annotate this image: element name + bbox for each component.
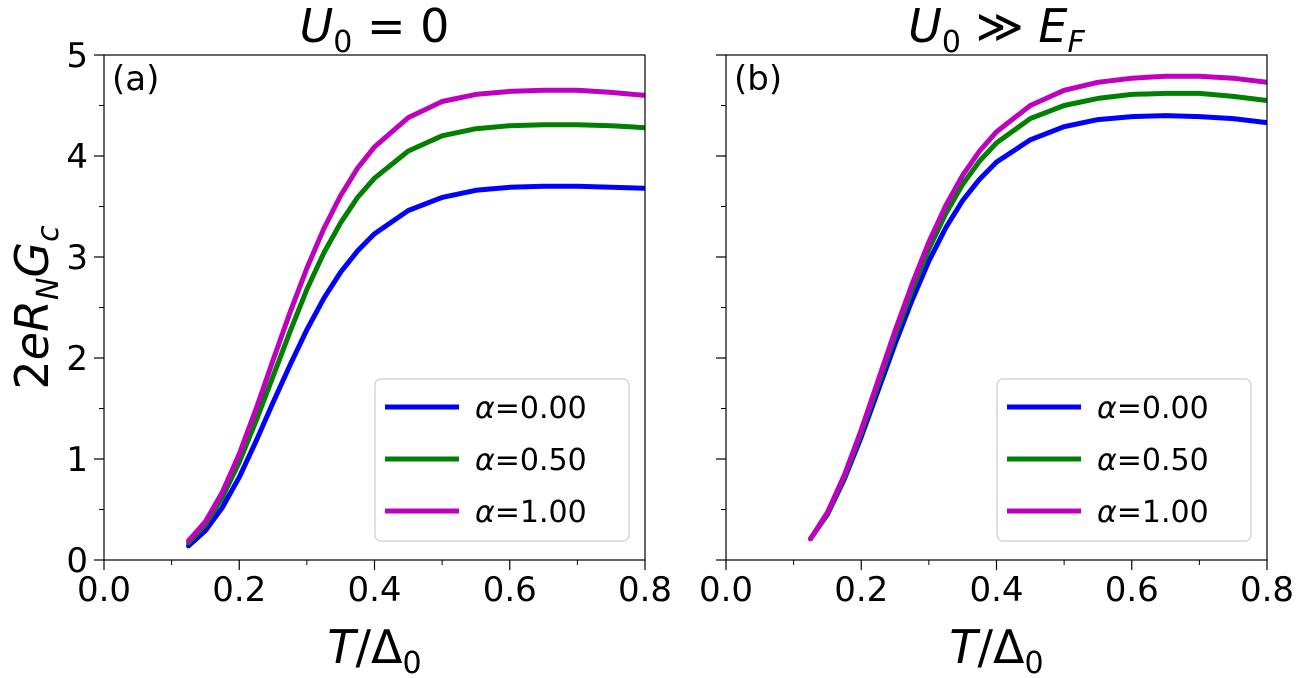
panel-title: U0 = 0 — [300, 0, 450, 60]
y-tick-label: 5 — [66, 36, 88, 76]
series-line-2 — [808, 73, 1267, 542]
legend: α=0.00 α=0.50 α=1.00 — [374, 378, 630, 542]
legend-label: α=0.00 — [1097, 391, 1209, 426]
x-tick-label: 0.2 — [834, 570, 888, 610]
panel-b: U0 ≫ EF 0.0 0.2 0.4 0.6 0.8 T/Δ0 (b) α=0.00 α=0.5… — [699, 0, 1294, 678]
legend-label: α=1.00 — [475, 495, 587, 530]
x-tick-label: 0.4 — [347, 570, 401, 610]
legend-label: α=0.50 — [1097, 443, 1209, 478]
y-tick-label: 1 — [66, 440, 88, 480]
y-tick-label: 0 — [66, 541, 88, 581]
y-tick-label: 3 — [66, 238, 88, 278]
x-tick-label: 0.4 — [969, 570, 1023, 610]
x-tick-label: 0.0 — [77, 570, 131, 610]
series-line-0 — [186, 183, 645, 549]
panel-tag: (b) — [734, 59, 782, 99]
legend-box — [374, 378, 630, 542]
series-line-1 — [186, 122, 645, 546]
x-tick-label: 0.2 — [212, 570, 266, 610]
y-tick-label: 2 — [66, 339, 88, 379]
panel-a: U0 = 0 0.0 0.2 0.4 0.6 0.8 0 1 2 3 4 5 T/Δ0 2eRNGc (a)… — [5, 0, 672, 678]
legend-box — [996, 378, 1252, 542]
x-tick-label: 0.8 — [1240, 570, 1294, 610]
y-tick-label: 4 — [66, 137, 88, 177]
x-tick-label: 0.6 — [1105, 570, 1159, 610]
x-axis-label: T/Δ0 — [949, 620, 1043, 674]
legend-label: α=1.00 — [1097, 495, 1209, 530]
legend-label: α=0.50 — [475, 443, 587, 478]
x-tick-label: 0.8 — [618, 570, 672, 610]
legend-label: α=0.00 — [475, 391, 587, 426]
panel-tag: (a) — [112, 59, 159, 99]
panel-title: U0 ≫ EF — [908, 0, 1085, 60]
x-tick-label: 0.0 — [699, 570, 753, 610]
legend: α=0.00 α=0.50 α=1.00 — [996, 378, 1252, 542]
x-tick-label: 0.6 — [483, 570, 537, 610]
x-axis-label: T/Δ0 — [327, 620, 421, 674]
series-line-2 — [186, 87, 645, 544]
y-axis-label: 2eRNGc — [5, 225, 66, 390]
